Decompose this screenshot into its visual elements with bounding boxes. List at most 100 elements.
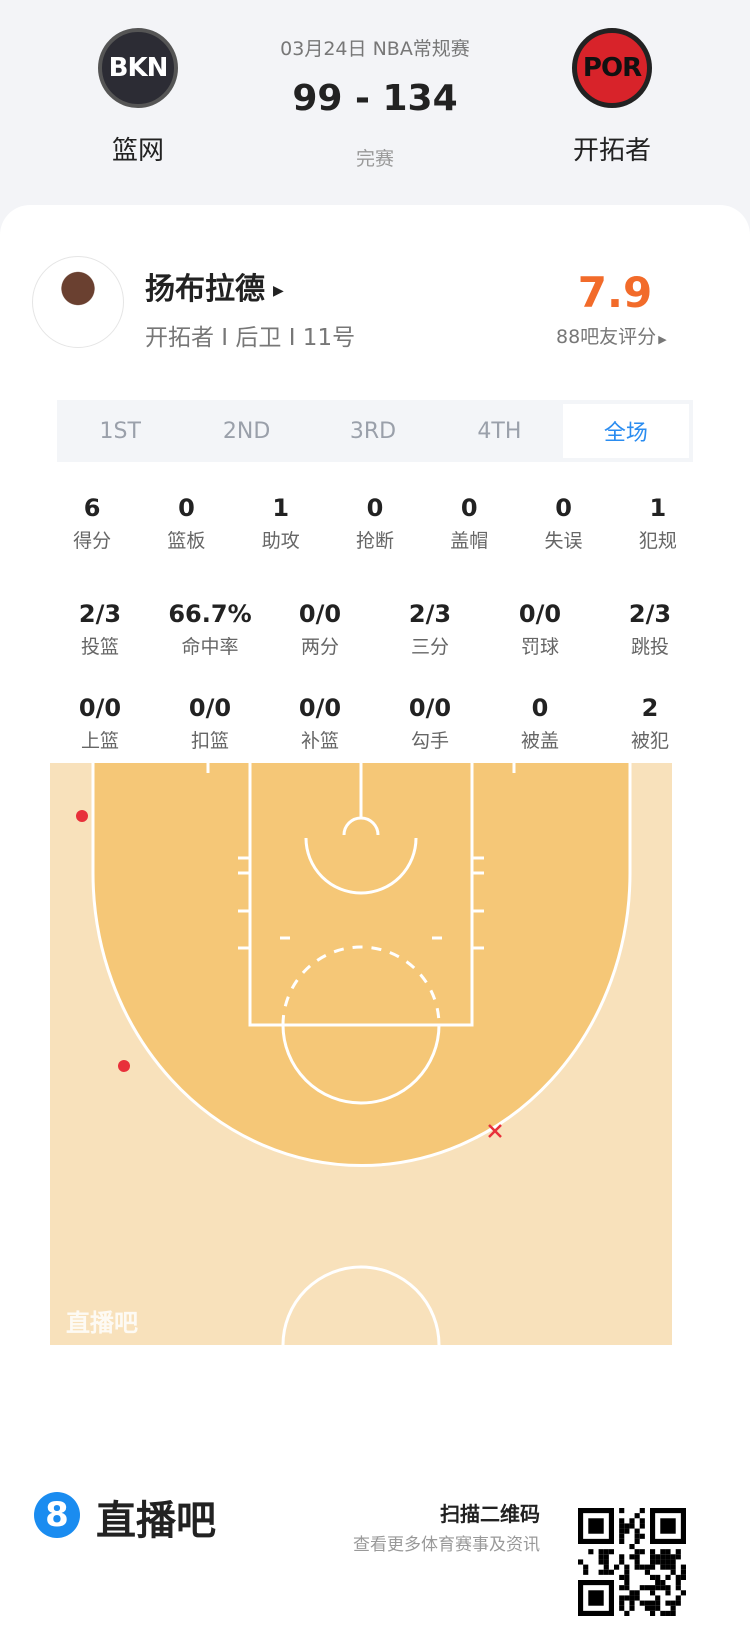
tab-1st[interactable]: 1ST <box>99 418 141 444</box>
stat-item: 0/0 上篮 <box>45 694 155 753</box>
stat-label: 上篮 <box>80 730 119 752</box>
stat-item: 6 得分 <box>45 494 139 553</box>
scan-qr-sub: 查看更多体育赛事及资讯 <box>353 1535 540 1555</box>
stat-value: 0/0 <box>298 694 342 722</box>
away-team-name: 开拓者 <box>572 136 651 166</box>
stat-value: 0/0 <box>408 694 452 722</box>
stat-value: 2/3 <box>78 600 122 628</box>
stat-label: 盖帽 <box>450 530 489 552</box>
stat-label: 命中率 <box>181 636 239 658</box>
por-logo-icon: POR <box>572 28 652 108</box>
stat-label: 助攻 <box>261 530 300 552</box>
stat-item: 2/3 跳投 <box>595 600 705 659</box>
stat-label: 两分 <box>300 636 339 658</box>
stat-item: 0/0 补篮 <box>265 694 375 753</box>
stat-item: 0 抢断 <box>328 494 422 553</box>
stat-value: 0 <box>555 494 572 522</box>
stat-label: 被盖 <box>520 730 559 752</box>
stat-label: 失误 <box>544 530 583 552</box>
stat-value: 0/0 <box>298 600 342 628</box>
stat-label: 投篮 <box>80 636 119 658</box>
rating-link[interactable]: 88吧友评分 ▶ <box>556 322 667 349</box>
tab-4th[interactable]: 4TH <box>477 418 522 444</box>
caret-right-icon: ▶ <box>273 282 284 299</box>
free-throw-circle-upper <box>281 945 441 1026</box>
stat-item: 1 犯规 <box>611 494 705 553</box>
stat-label: 抢断 <box>355 530 394 552</box>
shot-made-marker <box>118 1060 130 1072</box>
home-team-name: 篮网 <box>111 136 164 166</box>
stat-value: 0/0 <box>78 694 122 722</box>
stat-label: 三分 <box>410 636 449 658</box>
stats-row-shooting: 2/3 投篮 66.7% 命中率 0/0 两分 2/3 三分 0/0 罚球 2/3 跳投 <box>45 600 705 659</box>
player-avatar <box>32 256 124 348</box>
stat-item: 2 被犯 <box>595 694 705 753</box>
stats-row-shot-types: 0/0 上篮 0/0 扣篮 0/0 补篮 0/0 勾手 0 被盖 2 被犯 <box>45 694 705 753</box>
stat-item: 0 失误 <box>516 494 610 553</box>
stat-item: 2/3 三分 <box>375 600 485 659</box>
stat-value: 0/0 <box>518 600 562 628</box>
hoop <box>342 816 380 836</box>
tab-3rd[interactable]: 3RD <box>349 418 397 444</box>
player-name-link[interactable]: 扬布拉德 ▶ <box>145 264 284 308</box>
period-tabs: 1ST 2ND 3RD 4TH 全场 <box>57 400 693 462</box>
center-circle <box>281 1265 441 1345</box>
stat-item: 2/3 投篮 <box>45 600 155 659</box>
stat-label: 跳投 <box>630 636 669 658</box>
stat-label: 扣篮 <box>190 730 229 752</box>
qr-code-icon[interactable] <box>578 1508 686 1616</box>
stat-item: 66.7% 命中率 <box>155 600 265 659</box>
shot-chart-court: 直播吧 <box>50 763 672 1345</box>
stat-item: 0/0 勾手 <box>375 694 485 753</box>
away-team[interactable]: POR 开拓者 <box>532 28 692 167</box>
stat-value: 1 <box>649 494 667 522</box>
stat-value: 0 <box>178 494 195 522</box>
stat-label: 篮板 <box>167 530 206 552</box>
match-score: 99 - 134 <box>292 78 458 119</box>
stat-label: 得分 <box>73 530 112 552</box>
stat-value: 66.7% <box>168 600 252 628</box>
stat-label: 犯规 <box>638 530 677 552</box>
shot-made-marker <box>76 810 88 822</box>
stat-label: 补篮 <box>300 730 339 752</box>
stat-item: 0 篮板 <box>139 494 233 553</box>
shot-missed-marker <box>488 1124 502 1138</box>
stats-row-basic: 6 得分 0 篮板 1 助攻 0 抢断 0 盖帽 0 失误 1 犯规 <box>45 494 705 553</box>
caret-right-icon: ▶ <box>658 333 667 346</box>
stat-item: 0/0 扣篮 <box>155 694 265 753</box>
stat-value: 2/3 <box>628 600 672 628</box>
stat-item: 1 助攻 <box>234 494 328 553</box>
stat-value: 0/0 <box>188 694 232 722</box>
tab-2nd[interactable]: 2ND <box>222 418 271 444</box>
tab-full-game[interactable]: 全场 <box>562 404 690 458</box>
free-throw-lane <box>248 763 474 1027</box>
scan-qr-label: 扫描二维码 <box>440 1502 540 1526</box>
rating-label: 88吧友评分 <box>556 326 657 348</box>
three-point-line <box>91 763 632 1167</box>
free-throw-circle-lower <box>281 1024 441 1105</box>
stat-item: 0 盖帽 <box>422 494 516 553</box>
stat-value: 1 <box>272 494 290 522</box>
stat-label: 罚球 <box>520 636 559 658</box>
stat-value: 0 <box>460 494 478 522</box>
stat-label: 被犯 <box>630 730 669 752</box>
court-watermark: 直播吧 <box>66 1309 138 1337</box>
stat-value: 6 <box>83 494 101 522</box>
stat-value: 0 <box>366 494 384 522</box>
stat-item: 0 被盖 <box>485 694 595 753</box>
player-name: 扬布拉德 <box>145 272 265 307</box>
bkn-logo-icon: BKN <box>98 28 178 108</box>
three-point-area <box>93 763 630 1166</box>
home-team[interactable]: BKN 篮网 <box>58 28 218 167</box>
stat-label: 勾手 <box>410 730 449 752</box>
player-info: 开拓者 I 后卫 I 11号 <box>145 325 356 351</box>
stat-value: 2 <box>641 694 659 722</box>
stat-item: 0/0 罚球 <box>485 600 595 659</box>
brand-logo-icon: 8 <box>34 1492 80 1538</box>
restricted-area <box>304 837 418 895</box>
stat-value: 2/3 <box>408 600 452 628</box>
stat-value: 0 <box>531 694 549 722</box>
brand-name: 直播吧 <box>96 1498 216 1544</box>
player-rating: 7.9 <box>577 268 653 317</box>
match-status: 完赛 <box>355 148 394 170</box>
